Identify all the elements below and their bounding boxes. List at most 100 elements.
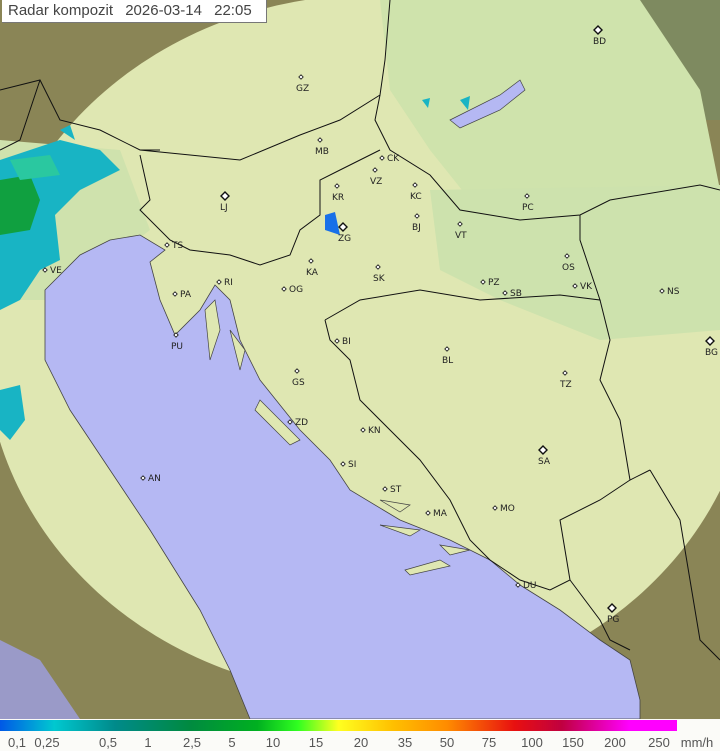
terrain-plains-east — [430, 185, 720, 340]
city-markers: BD GZ MB CK VZ KR KC LJ PC BJ VT ZG TS OS RI KA SK PA OG PZ… — [42, 25, 718, 625]
city-label: OS — [562, 263, 575, 273]
scale-tick-label: 0,5 — [98, 735, 118, 750]
city-marker-icon — [492, 505, 498, 511]
city-marker-icon — [379, 155, 385, 161]
city-marker-icon — [294, 368, 300, 374]
scale-tick-label: 150 — [562, 735, 584, 750]
city-tz: TZ — [559, 370, 572, 390]
city-label: VK — [580, 282, 593, 292]
city-vt: VT — [455, 221, 467, 241]
city-label: BJ — [412, 223, 421, 233]
scale-tick-label: 2,5 — [182, 735, 202, 750]
city-marker-icon — [334, 338, 340, 344]
city-label: TS — [171, 241, 183, 251]
city-label: DU — [523, 581, 537, 591]
city-marker-icon — [287, 419, 293, 425]
city-zd: ZD — [287, 418, 308, 428]
city-du: DU — [515, 581, 537, 591]
scale-tick-label: 0,25 — [34, 735, 60, 750]
scale-tick-label: 10 — [265, 735, 281, 750]
color-scale-ticks: 0,1 0,25 0,5 1 2,5 5 10 15 20 35 50 75 100 150 200 250 m… — [0, 735, 720, 751]
city-label: AN — [148, 474, 161, 484]
city-marker-icon — [457, 221, 463, 227]
city-label: KR — [332, 193, 344, 203]
lake-balaton — [449, 79, 526, 129]
city-marker-icon — [42, 267, 48, 273]
city-label: BD — [593, 37, 606, 47]
city-label: OG — [289, 285, 303, 295]
city-pz: PZ — [480, 278, 500, 288]
sea-outside-coverage — [0, 640, 80, 719]
city-label: SI — [348, 460, 356, 470]
precipitation-echoes — [0, 96, 470, 440]
city-marker-icon — [317, 137, 323, 143]
city-ma: MA — [425, 509, 448, 519]
city-marker-icon — [173, 332, 179, 338]
city-bd: BD — [593, 25, 606, 47]
scale-tick-label: 15 — [308, 735, 324, 750]
city-os: OS — [562, 253, 575, 273]
city-label: ST — [390, 485, 402, 495]
borders — [0, 0, 720, 661]
city-marker-icon — [538, 445, 548, 455]
city-marker-icon — [515, 582, 521, 588]
city-marker-icon — [564, 253, 570, 259]
city-marker-icon — [659, 288, 665, 294]
city-label: MO — [500, 504, 515, 514]
scale-tick-label: 20 — [353, 735, 369, 750]
city-ck: CK — [379, 154, 400, 164]
radar-map: BD GZ MB CK VZ KR KC LJ PC BJ VT ZG TS OS RI KA SK PA OG PZ… — [0, 0, 720, 719]
city-vk: VK — [572, 282, 593, 292]
map-title: Radar kompozit 2026-03-14 22:05 — [2, 0, 267, 23]
title-label: Radar kompozit — [8, 2, 114, 19]
city-sk: SK — [373, 264, 386, 284]
city-label: GS — [292, 378, 305, 388]
city-bj: BJ — [412, 213, 421, 233]
city-label: PC — [522, 203, 534, 213]
city-label: KC — [410, 192, 422, 202]
city-label: VT — [455, 231, 467, 241]
city-marker-icon — [425, 510, 431, 516]
city-label: CK — [387, 154, 400, 164]
city-marker-icon — [572, 283, 578, 289]
city-label: PZ — [488, 278, 500, 288]
city-zg: ZG — [338, 222, 351, 244]
scale-tick-label: 50 — [439, 735, 455, 750]
scale-tick-label: 75 — [481, 735, 497, 750]
city-marker-icon — [220, 191, 230, 201]
city-kn: KN — [360, 426, 381, 436]
city-marker-icon — [334, 183, 340, 189]
city-label: VE — [50, 266, 62, 276]
city-marker-icon — [140, 475, 146, 481]
city-label: SB — [510, 289, 522, 299]
city-gs: GS — [292, 368, 305, 388]
city-marker-icon — [607, 603, 617, 613]
city-ns: NS — [659, 287, 680, 297]
city-marker-icon — [593, 25, 603, 35]
city-kr: KR — [332, 183, 344, 203]
city-ka: KA — [306, 258, 319, 278]
city-an: AN — [140, 474, 161, 484]
city-label: GZ — [296, 84, 309, 94]
city-label: MB — [315, 147, 329, 157]
city-marker-icon — [562, 370, 568, 376]
city-mb: MB — [315, 137, 329, 157]
city-marker-icon — [298, 74, 304, 80]
city-pa: PA — [172, 290, 192, 300]
scale-tick-label: 5 — [228, 735, 236, 750]
city-label: MA — [433, 509, 448, 519]
scale-unit: mm/h — [680, 735, 714, 750]
precipitation-color-scale — [0, 720, 677, 731]
city-label: PA — [180, 290, 192, 300]
city-marker-icon — [372, 167, 378, 173]
city-sa: SA — [538, 445, 551, 467]
city-label: RI — [224, 278, 233, 288]
scale-tick-label: 1 — [144, 735, 152, 750]
city-vz: VZ — [370, 167, 382, 187]
city-gz: GZ — [296, 74, 309, 94]
terrain-plains-north — [380, 0, 720, 210]
city-pu: PU — [171, 332, 183, 352]
city-marker-icon — [340, 461, 346, 467]
city-marker-icon — [444, 346, 450, 352]
city-label: SA — [538, 457, 551, 467]
